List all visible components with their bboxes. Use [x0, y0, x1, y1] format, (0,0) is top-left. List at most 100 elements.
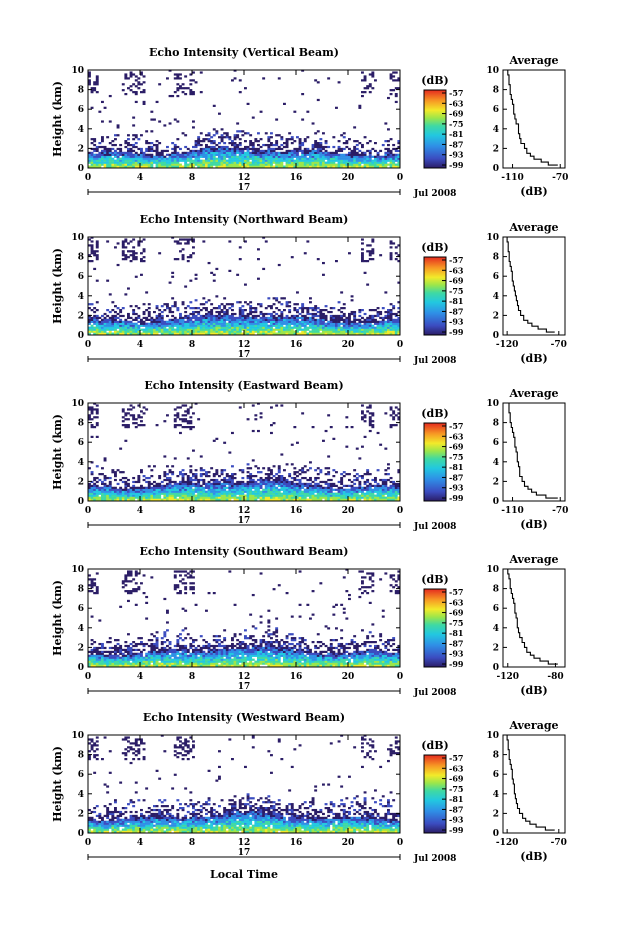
heatmap-cell [205, 138, 208, 141]
heatmap-cell [127, 633, 130, 636]
heatmap-cell [132, 418, 136, 421]
heatmap-cell [88, 498, 91, 501]
heatmap-cell [155, 482, 159, 486]
heatmap-cell [366, 492, 370, 495]
heatmap-cell [254, 155, 258, 158]
heatmap-cell [275, 332, 279, 335]
heatmap-cell [189, 422, 193, 425]
heatmap-cell [376, 431, 380, 435]
heatmap-cell [342, 136, 346, 139]
heatmap-cell [355, 318, 359, 321]
heatmap-cell [90, 106, 94, 109]
heatmap-cell [210, 159, 214, 162]
heatmap-cell [197, 320, 201, 323]
heatmap-cell [186, 242, 190, 245]
panel-title: Echo Intensity (Southward Beam) [140, 545, 349, 558]
heatmap-cell [389, 414, 393, 417]
heatmap-cell [311, 307, 315, 310]
heatmap-cell [348, 316, 351, 320]
heatmap-cell [254, 324, 258, 327]
heatmap-cell [348, 322, 351, 325]
heatmap-cell [324, 488, 328, 491]
heatmap-cell [158, 165, 162, 168]
heatmap-cell [119, 664, 123, 667]
heatmap-cell [88, 165, 91, 168]
heatmap-cell [329, 151, 333, 154]
heatmap-cell [103, 486, 107, 489]
heatmap-cell [142, 332, 146, 335]
heatmap-cell [121, 165, 125, 168]
heatmap-cell [111, 469, 115, 472]
heatmap-cell [106, 332, 110, 335]
heatmap-cell [124, 494, 128, 497]
heatmap-cell [189, 488, 193, 491]
heatmap-cell [337, 322, 341, 325]
heatmap-cell [283, 322, 286, 325]
heatmap-cell [184, 320, 188, 323]
heatmap-cell [319, 322, 323, 325]
heatmap-cell [277, 145, 281, 149]
heatmap-cell [202, 494, 206, 497]
heatmap-cell [384, 330, 388, 333]
heatmap-cell [116, 263, 120, 267]
heatmap-cell [244, 140, 247, 143]
heatmap-cell [114, 310, 117, 314]
heatmap-cell [348, 488, 351, 491]
heatmap-cell [270, 305, 273, 308]
heatmap-cell [285, 496, 289, 499]
heatmap-cell [296, 488, 299, 491]
heatmap-cell [137, 153, 141, 156]
heatmap-cell [186, 240, 190, 243]
heatmap-cell [108, 664, 112, 667]
heatmap-cell [303, 138, 307, 141]
heatmap-cell [111, 316, 115, 320]
heatmap-cell [142, 312, 146, 316]
heatmap-cell [202, 297, 206, 300]
heatmap-cell [301, 143, 305, 147]
heatmap-cell [340, 494, 344, 497]
heatmap-cell [389, 486, 393, 489]
heatmap-cell [155, 147, 159, 151]
heatmap-cell [290, 492, 294, 495]
heatmap-cell [322, 326, 325, 329]
heatmap-cell [173, 165, 177, 168]
heatmap-cell [129, 75, 133, 78]
heatmap-cell [244, 494, 247, 497]
heatmap-cell [176, 159, 180, 162]
heatmap-cell [283, 297, 286, 300]
heatmap-cell [101, 480, 104, 484]
heatmap-cell [220, 473, 224, 476]
heatmap-cell [173, 490, 177, 493]
heatmap-cell [173, 301, 177, 304]
heatmap-cell [257, 478, 260, 482]
heatmap-cell [95, 435, 99, 438]
heatmap-cell [244, 320, 247, 323]
heatmap-cell [319, 149, 323, 153]
heatmap-cell [296, 326, 299, 329]
heatmap-cell [241, 469, 245, 472]
heatmap-cell [368, 250, 372, 253]
heatmap-cell [337, 149, 341, 153]
heatmap-cell [290, 482, 294, 486]
heatmap-cell [166, 324, 169, 327]
heatmap-cell [384, 496, 388, 499]
heatmap-cell [309, 297, 312, 300]
heatmap-cell [106, 658, 110, 661]
heatmap-cell [280, 161, 284, 164]
heatmap-cell [90, 155, 94, 158]
y-tick-label: 6 [78, 105, 84, 115]
heatmap-cell [207, 326, 211, 329]
heatmap-cell [140, 416, 143, 419]
heatmap-cell [361, 145, 364, 149]
heatmap-cell [306, 310, 310, 314]
heatmap-cell [210, 303, 214, 306]
heatmap-cell [197, 482, 201, 486]
heatmap-cell [129, 328, 133, 331]
heatmap-cell [186, 322, 190, 325]
heatmap-cell [119, 330, 123, 333]
heatmap-cell [244, 283, 247, 286]
heatmap-cell [90, 660, 94, 663]
heatmap-cell [114, 648, 117, 652]
heatmap-cell [246, 324, 250, 327]
heatmap-cell [340, 316, 344, 320]
